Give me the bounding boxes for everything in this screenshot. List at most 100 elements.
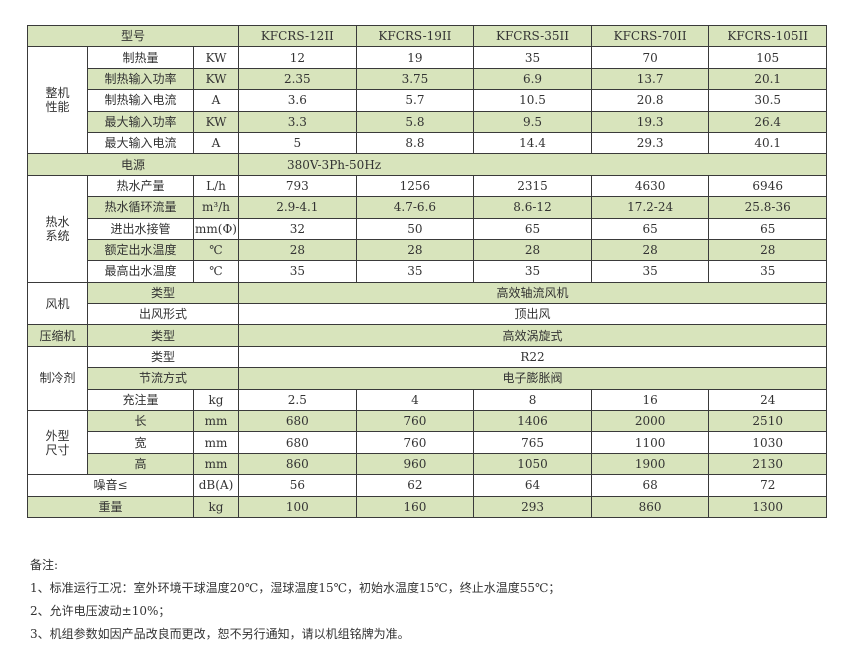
table-row: 高 mm 860 960 1050 1900 2130 [28, 452, 827, 476]
value-cell: 1030 [708, 431, 827, 454]
row-label: 类型 [86, 345, 240, 369]
value-cell: 2130 [708, 452, 827, 476]
row-label: 高 [87, 452, 194, 476]
notes: 备注: 1、标准运行工况：室外环境干球温度20℃，湿球温度15℃，初始水温度15… [30, 554, 560, 646]
table-row: 外型 尺寸长 mm 680 760 1406 2000 2510 [27, 410, 827, 476]
group-label: 整机 性能 [27, 46, 88, 155]
value-cell: 35 [238, 260, 357, 283]
value-cell: 860 [238, 452, 357, 476]
model-header: KFCRS-35II [473, 24, 592, 48]
value-cell: 13.7 [590, 67, 710, 91]
note-item: 3、机组参数如因产品改良而更改，恕不另行通知，请以机组铭牌为准。 [30, 627, 410, 641]
value-cell: 793 [238, 174, 357, 198]
value-cell: 68 [590, 474, 710, 497]
value-cell: 64 [473, 474, 592, 497]
value-cell: 16 [590, 388, 710, 412]
row-label: 类型 [86, 281, 240, 305]
value-cell: 19 [355, 46, 475, 69]
table-row: 节流方式 电子膨胀阀 [28, 367, 827, 390]
value-cell: 28 [238, 238, 357, 262]
value-cell: 6946 [708, 174, 827, 198]
unit: KW [192, 46, 240, 69]
value-cell: 2.5 [238, 388, 357, 412]
value-cell: 8.6-12 [473, 196, 592, 219]
value-cell: 6.9 [473, 67, 592, 91]
unit: dB(A) [192, 474, 240, 497]
row-label: 最大输入电流 [87, 131, 194, 155]
table-row: 热水循环流量 m³/h 2.9-4.1 4.7-6.6 8.6-12 17.2-24 25.… [28, 196, 827, 219]
value-cell: 1406 [473, 410, 592, 433]
value-cell: 70 [590, 46, 710, 69]
value-cell: 2.9-4.1 [238, 196, 357, 219]
row-label: 最高出水温度 [87, 260, 194, 283]
unit: mm [192, 410, 240, 433]
value-cell: 28 [708, 238, 827, 262]
row-label: 热水循环流量 [87, 196, 194, 219]
value-cell: 35 [590, 260, 710, 283]
table-row: 风机 类型 高效轴流风机 [27, 281, 827, 326]
table-row: 型号 KFCRS-12II KFCRS-19II KFCRS-35II KFCRS-70… [26, 24, 827, 48]
value-cell: 30.5 [708, 89, 827, 112]
row-label: 宽 [87, 431, 194, 454]
value-cell: 25.8-36 [708, 196, 827, 219]
value-cell: 680 [238, 410, 357, 433]
value-cell: 65 [473, 217, 592, 240]
value-cell: 8.8 [355, 131, 475, 155]
unit: mm [192, 452, 240, 476]
unit: ℃ [192, 238, 240, 262]
unit: KW [192, 67, 240, 91]
value-cell: 9.5 [473, 110, 592, 133]
value-cell: 62 [355, 474, 475, 497]
model-header: KFCRS-19II [355, 24, 475, 48]
model-header: KFCRS-70II [590, 24, 710, 48]
row-label: 重量 [27, 495, 194, 518]
note-item: 2、允许电压波动±10%； [30, 604, 171, 618]
table-row: 进出水接管 mm(Φ) 32 50 65 65 65 [28, 217, 827, 240]
table-row: 整机 性能 制热量 KW 12 19 35 70 105 [27, 46, 827, 155]
row-label: 类型 [86, 324, 240, 347]
notes-title: 备注: [30, 558, 59, 572]
merged-value: 电子膨胀阀 [238, 367, 827, 390]
group-label: 压缩机 [27, 324, 88, 347]
table-row: 热水 系统 热水产量 L/h 793 1256 2315 4630 6946 [27, 174, 827, 283]
row-label: 节流方式 [86, 367, 240, 390]
value-cell: 160 [355, 495, 475, 518]
value-cell: 40.1 [708, 131, 827, 155]
row-label: 进出水接管 [87, 217, 194, 240]
unit: A [192, 131, 240, 155]
merged-value: R22 [238, 345, 827, 369]
unit: mm(Φ) [192, 217, 240, 240]
value-cell: 28 [355, 238, 475, 262]
group-label: 风机 [27, 281, 88, 326]
table-row: 宽 mm 680 760 765 1100 1030 [28, 431, 827, 454]
table-row: 重量 kg 100 160 293 860 1300 [27, 495, 827, 518]
value-cell: 10.5 [473, 89, 592, 112]
value-cell: 19.3 [590, 110, 710, 133]
value-cell: 28 [473, 238, 592, 262]
value-cell: 12 [238, 46, 357, 69]
row-label: 出风形式 [86, 303, 240, 326]
row-label: 充注量 [87, 388, 194, 412]
value-cell: 1050 [473, 452, 592, 476]
value-cell: 4.7-6.6 [355, 196, 475, 219]
unit: kg [192, 495, 240, 518]
value-cell: 65 [708, 217, 827, 240]
value-cell: 28 [590, 238, 710, 262]
unit: mm [192, 431, 240, 454]
value-cell: 4 [355, 388, 475, 412]
value-cell: 1100 [590, 431, 710, 454]
table-row: 最大输入功率 KW 3.3 5.8 9.5 19.3 26.4 [28, 110, 827, 133]
unit: ℃ [192, 260, 240, 283]
value-cell: 2510 [708, 410, 827, 433]
merged-value: 380V-3Ph-50Hz [238, 153, 827, 176]
row-label: 长 [87, 410, 194, 433]
table-row: 充注量 kg 2.5 4 8 16 24 [28, 388, 827, 412]
value-cell: 5.7 [355, 89, 475, 112]
table-row: 出风形式 顶出风 [28, 303, 827, 326]
value-cell: 680 [238, 431, 357, 454]
table-row: 最大输入电流 A 5 8.8 14.4 29.3 40.1 [28, 131, 827, 155]
value-cell: 35 [473, 260, 592, 283]
value-cell: 56 [238, 474, 357, 497]
value-cell: 65 [590, 217, 710, 240]
value-cell: 1900 [590, 452, 710, 476]
